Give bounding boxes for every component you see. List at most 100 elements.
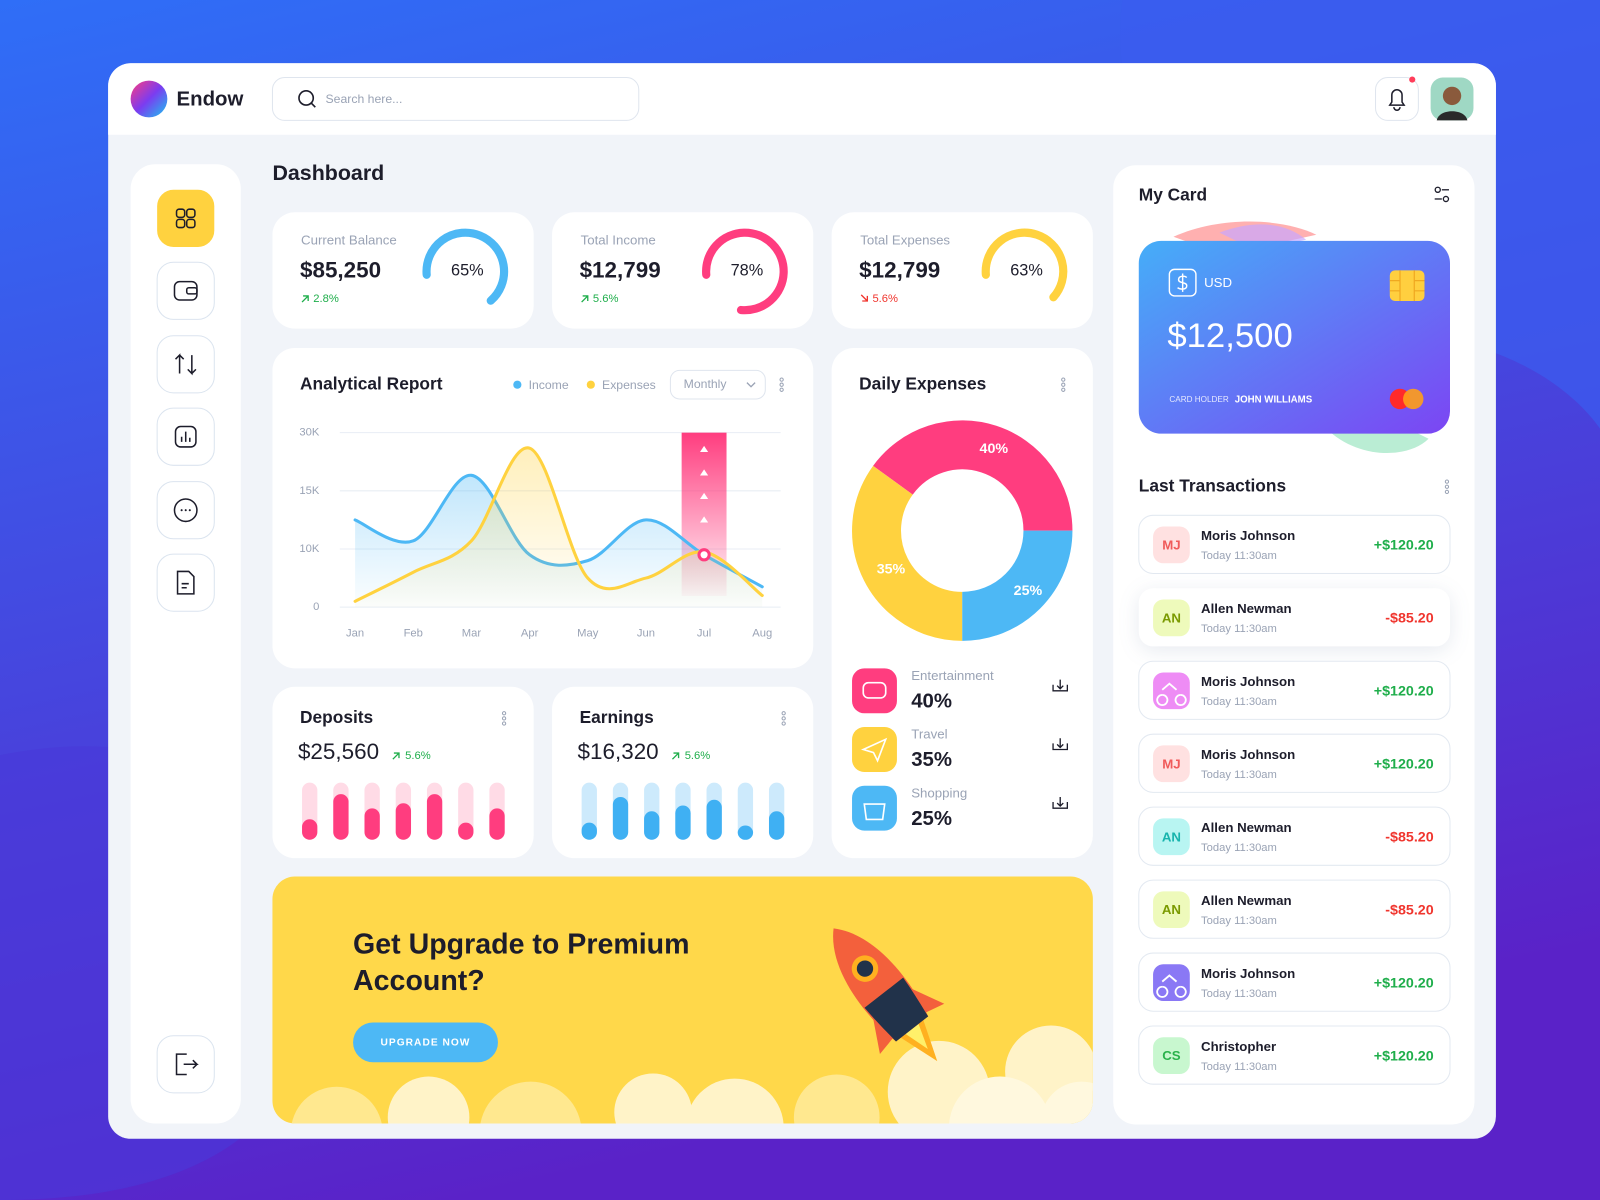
avatar-icon (1156, 682, 1187, 706)
menu-dot (1444, 489, 1450, 494)
bank-card[interactable] (1138, 240, 1450, 434)
period-dropdown[interactable] (669, 369, 766, 400)
transaction-name: Allen Newman (1201, 601, 1292, 616)
donut-segment (961, 529, 1073, 641)
icon-glyph (863, 803, 886, 821)
trend-arrow (860, 294, 869, 302)
card-title: Earnings (580, 707, 654, 727)
bar (706, 799, 722, 840)
bar (333, 794, 349, 840)
nav-icon (185, 286, 198, 295)
category-icon (852, 727, 897, 772)
bar (581, 822, 597, 840)
transaction-row[interactable] (1138, 952, 1451, 1012)
upgrade-button[interactable] (353, 1022, 498, 1063)
notification-button[interactable] (1375, 77, 1419, 121)
avatar-initials: MJ (1162, 537, 1180, 552)
transaction-row[interactable] (1138, 879, 1451, 939)
highlight-arrow (700, 516, 709, 523)
transaction-avatar (1153, 1037, 1190, 1074)
legend-label: Expenses (602, 378, 656, 392)
transaction-avatar (1153, 599, 1190, 637)
transaction-name: Moris Johnson (1201, 528, 1295, 543)
menu-dot (1061, 382, 1066, 387)
gauge-label: 65% (451, 262, 484, 280)
download-icon[interactable] (1052, 796, 1069, 809)
card-title: Deposits (300, 707, 373, 727)
bar (675, 805, 691, 840)
download-icon[interactable] (1052, 679, 1069, 692)
transaction-avatar (1153, 891, 1190, 929)
menu-dot (501, 721, 507, 726)
download-icon[interactable] (1052, 738, 1069, 751)
avatar-initials: AN (1162, 902, 1181, 917)
transaction-avatar (1153, 964, 1190, 1002)
transaction-row[interactable] (1138, 588, 1450, 647)
menu-dot (1061, 387, 1066, 392)
upgrade-button-label: UPGRADE NOW (381, 1038, 471, 1049)
transaction-row[interactable] (1138, 733, 1451, 793)
x-tick-label: Jul (697, 628, 711, 640)
transaction-name: Allen Newman (1201, 820, 1292, 835)
card-chip (1389, 270, 1425, 302)
trend-arrow (581, 295, 589, 303)
menu-dot (1061, 377, 1066, 382)
y-tick-label: 30K (299, 427, 319, 439)
category-name: Shopping (911, 785, 967, 800)
stat-change: 5.6% (593, 293, 619, 305)
transaction-time: Today 11:30am (1201, 842, 1277, 854)
x-tick-label: Feb (404, 628, 423, 640)
highlight-arrow (700, 492, 709, 499)
avatar-initials: CS (1162, 1048, 1181, 1063)
donut-label: 25% (1014, 583, 1043, 599)
nav-icon (188, 509, 191, 512)
donut-label: 35% (877, 561, 906, 577)
category-name: Travel (911, 727, 947, 742)
nav-button[interactable] (156, 335, 215, 394)
trend-arrow (671, 752, 680, 760)
x-tick-label: Apr (521, 628, 539, 640)
transaction-row[interactable] (1138, 514, 1451, 574)
transaction-time: Today 11:30am (1201, 769, 1277, 781)
search-box[interactable] (271, 77, 640, 121)
card-holder-label: CARD HOLDER (1169, 395, 1228, 404)
transaction-amount: +$120.20 (1374, 975, 1434, 991)
transaction-name: Moris Johnson (1201, 674, 1295, 689)
nav-button[interactable] (157, 189, 215, 247)
transaction-time: Today 11:30am (1201, 550, 1277, 562)
legend-label: Income (529, 378, 569, 392)
transaction-amount: +$120.20 (1374, 1048, 1434, 1064)
stat-value: $85,250 (300, 257, 381, 282)
nav-icon (176, 570, 195, 595)
x-tick-label: May (577, 628, 599, 640)
card-title: Last Transactions (1139, 475, 1286, 495)
card-currency: USD (1204, 275, 1232, 290)
currency-icon (1168, 268, 1197, 297)
donut-segment (873, 420, 1073, 532)
card-balance: $12,500 (1167, 317, 1292, 355)
banner-title: Account? (353, 965, 485, 997)
dollar-glyph (1177, 273, 1188, 292)
category-icon (852, 668, 897, 714)
card-amount: $25,560 (298, 739, 379, 764)
transaction-row[interactable] (1138, 660, 1451, 720)
trend-arrow (392, 752, 400, 760)
nav-button[interactable] (156, 553, 215, 612)
transaction-time: Today 11:30am (1201, 915, 1277, 927)
transaction-row[interactable] (1138, 806, 1451, 866)
avatar-initials: AN (1162, 829, 1181, 844)
legend-dot (513, 380, 522, 389)
card-chip-lines (1389, 270, 1425, 302)
avatar-initials: AN (1162, 610, 1181, 625)
transaction-avatar (1153, 818, 1190, 856)
menu-dot (779, 387, 784, 392)
nav-button[interactable] (156, 261, 215, 320)
category-icon (852, 785, 897, 831)
transaction-row[interactable] (1138, 1025, 1451, 1085)
search-placeholder: Search here... (326, 92, 403, 106)
card-change: 5.6% (405, 750, 431, 762)
filter-icon[interactable] (1434, 186, 1450, 203)
bar-track (737, 782, 754, 840)
transaction-avatar (1153, 745, 1190, 783)
